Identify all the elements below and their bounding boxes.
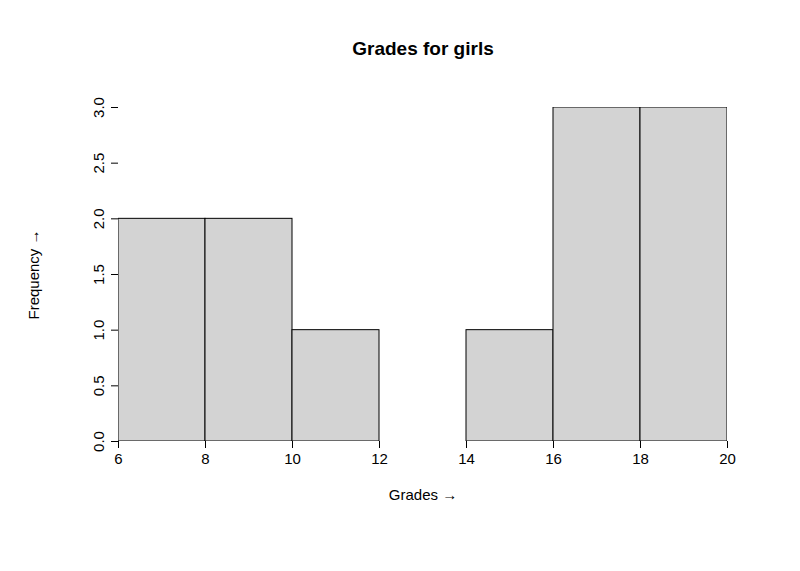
svg-text:16: 16 — [545, 450, 562, 467]
svg-text:1.0: 1.0 — [90, 320, 107, 341]
svg-text:20: 20 — [719, 450, 736, 467]
svg-text:2.0: 2.0 — [90, 208, 107, 229]
svg-text:0.0: 0.0 — [90, 431, 107, 452]
svg-text:Grades for girls: Grades for girls — [352, 38, 494, 59]
svg-text:Frequency →: Frequency → — [25, 229, 42, 319]
svg-text:8: 8 — [201, 450, 209, 467]
svg-text:0.5: 0.5 — [90, 375, 107, 396]
svg-text:1.5: 1.5 — [90, 264, 107, 285]
svg-text:3.0: 3.0 — [90, 97, 107, 118]
svg-text:2.5: 2.5 — [90, 153, 107, 174]
svg-text:12: 12 — [371, 450, 388, 467]
svg-text:18: 18 — [632, 450, 649, 467]
svg-text:10: 10 — [284, 450, 301, 467]
svg-text:6: 6 — [114, 450, 122, 467]
svg-text:Grades →: Grades → — [389, 486, 457, 503]
svg-text:14: 14 — [458, 450, 475, 467]
